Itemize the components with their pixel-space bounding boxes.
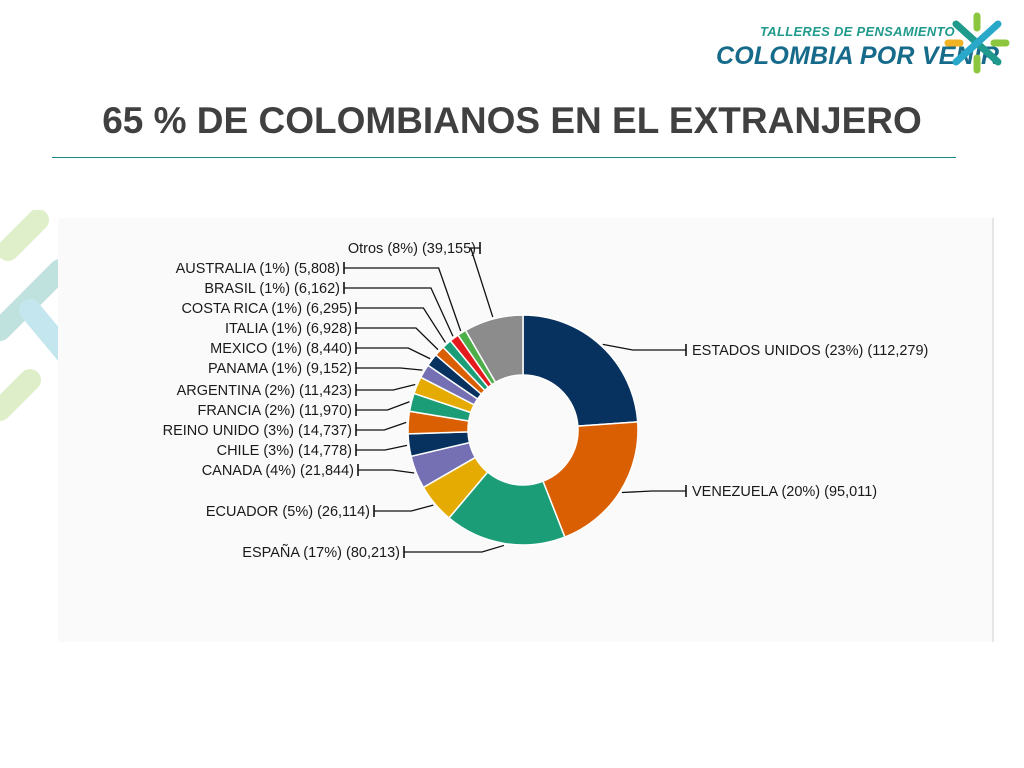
chart-panel: ESTADOS UNIDOS (23%) (112,279) VENEZUELA … (58, 218, 994, 642)
leader-line-1 (621, 490, 686, 494)
slice-0 (522, 314, 639, 427)
slice-label-15: Otros (8%) (39,155) (348, 241, 476, 257)
leader-line-14 (344, 267, 462, 332)
slice-label-10: MEXICO (1%) (8,440) (210, 341, 352, 357)
slice-label-8: ARGENTINA (2%) (11,423) (177, 383, 352, 399)
slice-label-3: ECUADOR (5%) (26,114) (206, 504, 370, 520)
leader-line-10 (356, 347, 431, 360)
slice-label-12: COSTA RICA (1%) (6,295) (181, 301, 352, 317)
leader-line-8 (356, 383, 416, 391)
leader-line-3 (374, 504, 434, 512)
leader-line-5 (356, 444, 408, 451)
slice-label-1: VENEZUELA (20%) (95,011) (692, 484, 877, 500)
slice-label-14: AUSTRALIA (1%) (5,808) (176, 261, 340, 277)
leader-line-7 (356, 401, 410, 411)
brand-logo: TALLERES DE PENSAMIENTO COLOMBIA POR VEN… (716, 12, 1016, 88)
slice-label-9: PANAMA (1%) (9,152) (208, 361, 352, 377)
brand-mark-icon (944, 12, 1010, 74)
leader-line-15 (469, 247, 494, 318)
slice-label-5: CHILE (3%) (14,778) (217, 443, 352, 459)
slice-label-11: ITALIA (1%) (6,928) (225, 321, 352, 337)
leader-line-4 (358, 469, 415, 474)
slice-label-4: CANADA (4%) (21,844) (202, 463, 354, 479)
leader-line-0 (602, 343, 686, 351)
leader-line-13 (344, 287, 454, 337)
leader-line-11 (356, 327, 439, 351)
slice-15 (464, 314, 524, 384)
brand-name: COLOMBIA POR VENIR (716, 42, 1000, 70)
slice-label-7: FRANCIA (2%) (11,970) (198, 403, 352, 419)
leader-line-9 (356, 367, 423, 371)
leader-line-2 (404, 544, 505, 553)
slice-label-6: REINO UNIDO (3%) (14,737) (163, 423, 352, 439)
slice-label-2: ESPAÑA (17%) (80,213) (242, 544, 400, 561)
slice-label-13: BRASIL (1%) (6,162) (204, 281, 340, 297)
brand-subtitle: TALLERES DE PENSAMIENTO (760, 24, 955, 39)
title-divider (52, 157, 956, 158)
slice-label-0: ESTADOS UNIDOS (23%) (112,279) (692, 343, 928, 359)
donut-chart: ESTADOS UNIDOS (23%) (112,279) VENEZUELA … (163, 241, 929, 561)
leader-line-12 (356, 307, 446, 343)
slice-1 (542, 421, 639, 539)
slide-title: 65 % DE COLOMBIANOS EN EL EXTRANJERO (102, 100, 922, 141)
leader-line-6 (356, 421, 407, 431)
